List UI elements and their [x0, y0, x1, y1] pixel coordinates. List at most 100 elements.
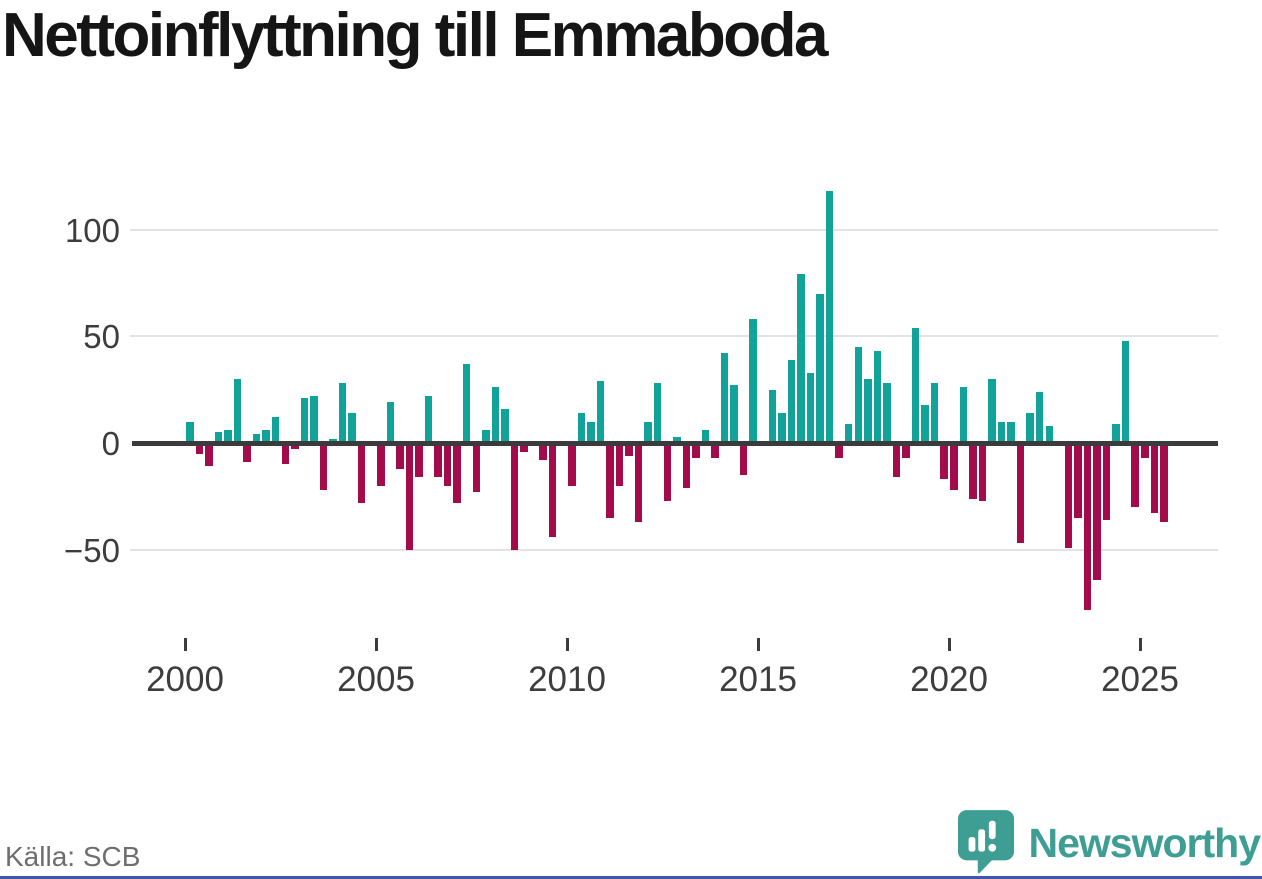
bar-positive: [797, 274, 805, 443]
gridline: [130, 228, 1218, 231]
bar-negative: [739, 443, 748, 476]
bar-negative: [1160, 443, 1168, 522]
bar-negative: [625, 443, 633, 456]
chart-title: Nettoinflyttning till Emmaboda: [2, 1, 828, 70]
bar-positive: [988, 378, 996, 443]
bar-positive: [930, 383, 939, 443]
bar-negative: [902, 443, 910, 458]
bar-negative: [205, 443, 213, 467]
bar-positive: [844, 423, 853, 443]
bar-positive: [501, 408, 509, 443]
bar-positive: [959, 387, 968, 443]
bar-negative: [415, 443, 423, 478]
bar-negative: [291, 443, 299, 450]
bar-negative: [281, 443, 290, 465]
bar-positive: [338, 383, 347, 443]
bar-negative: [1093, 443, 1101, 580]
bar-positive: [911, 327, 920, 443]
x-axis-label: 2000: [146, 660, 224, 699]
bar-negative: [243, 443, 251, 463]
bar-positive: [701, 430, 710, 443]
bar-positive: [883, 383, 891, 443]
y-axis-label: 100: [64, 211, 120, 249]
bar-positive: [749, 319, 757, 443]
bar-negative: [195, 443, 204, 454]
bar-positive: [596, 381, 605, 443]
bar-negative: [1064, 443, 1073, 548]
x-axis-tick: [565, 638, 569, 651]
x-axis-label: 2020: [910, 660, 988, 699]
bar-positive: [386, 402, 395, 443]
bar-positive: [673, 436, 681, 443]
bar-positive: [653, 383, 662, 443]
bar-positive: [1121, 340, 1130, 443]
x-axis-tick: [374, 638, 378, 651]
x-axis-label: 2005: [337, 660, 415, 699]
bar-positive: [1112, 423, 1120, 443]
bar-negative: [1141, 443, 1149, 458]
bar-positive: [310, 396, 318, 443]
bar-negative: [548, 443, 557, 537]
bar-positive: [462, 364, 471, 443]
bar-positive: [787, 359, 796, 443]
bar-negative: [950, 443, 958, 490]
bar-positive: [778, 413, 786, 443]
bar-positive: [271, 417, 280, 443]
bar-negative: [319, 443, 328, 490]
bar-negative: [940, 443, 948, 480]
bar-positive: [854, 346, 863, 443]
x-axis-label: 2015: [719, 660, 797, 699]
gridline: [130, 335, 1218, 338]
bar-negative: [1083, 443, 1092, 610]
bar-negative: [1074, 443, 1082, 518]
y-axis-label: 50: [83, 318, 120, 356]
bar-positive: [587, 421, 595, 443]
bar-negative: [510, 443, 519, 550]
bar-negative: [682, 443, 691, 488]
newsworthy-logo-icon: [957, 808, 1015, 879]
bar-positive: [424, 396, 433, 443]
bar-negative: [434, 443, 442, 478]
bar-negative: [663, 443, 672, 501]
y-axis-label: 0: [101, 425, 120, 462]
bar-positive: [730, 385, 738, 443]
bar-positive: [214, 432, 223, 443]
bar-negative: [539, 443, 547, 461]
x-axis-label: 2010: [528, 660, 606, 699]
bar-positive: [864, 378, 872, 443]
bar-negative: [1150, 443, 1159, 514]
bar-negative: [1016, 443, 1025, 544]
newsworthy-wordmark: Newsworthy: [1028, 820, 1261, 866]
zero-baseline: [132, 440, 1218, 446]
bar-positive: [806, 372, 815, 443]
bar-positive: [186, 421, 194, 443]
bar-positive: [720, 353, 729, 443]
bar-negative: [568, 443, 576, 486]
x-axis-tick: [1138, 638, 1142, 651]
x-axis-tick: [183, 638, 187, 651]
bar-negative: [472, 443, 481, 493]
bar-positive: [233, 378, 242, 443]
bar-negative: [1131, 443, 1139, 508]
bar-negative: [892, 443, 901, 478]
bar-negative: [711, 443, 719, 458]
bar-positive: [348, 413, 356, 443]
bar-positive: [644, 421, 652, 443]
bar-positive: [816, 293, 824, 443]
x-axis-label: 2025: [1101, 660, 1179, 699]
bar-negative: [443, 443, 452, 486]
bar-positive: [491, 387, 500, 443]
source-caption: Källa: SCB: [5, 841, 141, 872]
bar-negative: [606, 443, 614, 518]
bar-negative: [520, 443, 528, 452]
bar-negative: [1102, 443, 1111, 520]
x-axis-tick: [947, 638, 951, 651]
bar-positive: [1007, 421, 1015, 443]
bar-positive: [482, 430, 490, 443]
bar-negative: [978, 443, 987, 501]
bar-positive: [252, 434, 261, 443]
bar-negative: [357, 443, 366, 503]
newsworthy-logo: Newsworthy: [957, 808, 1261, 879]
